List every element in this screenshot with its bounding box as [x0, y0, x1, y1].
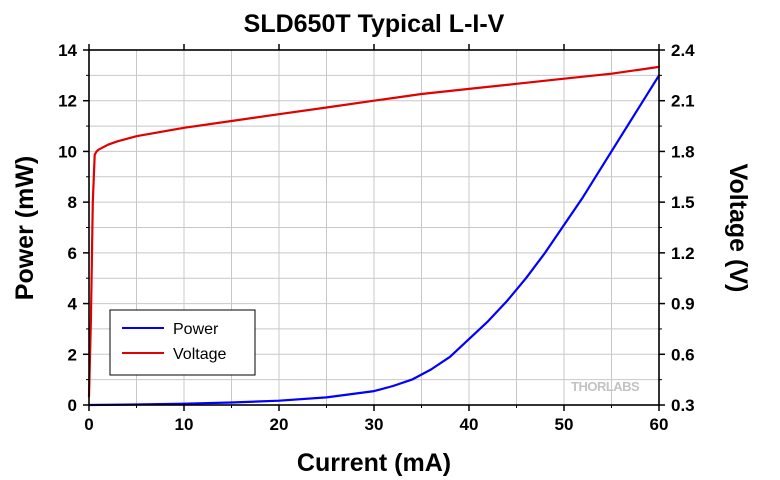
right-tick-label: 2.1	[671, 92, 695, 111]
left-axis-title: Power (mW)	[11, 156, 39, 300]
right-tick-label: 1.5	[671, 193, 695, 212]
x-tick-label: 0	[84, 415, 93, 434]
gridlines	[89, 50, 659, 405]
left-tick-label: 6	[68, 244, 77, 263]
right-tick-label: 2.4	[671, 41, 695, 60]
legend-power-label: Power	[173, 321, 219, 338]
series-lines	[87, 65, 661, 407]
legend: Power Voltage	[109, 309, 256, 376]
left-tick-label: 8	[68, 193, 77, 212]
right-tick-label: 0.3	[671, 396, 695, 415]
left-tick-label: 2	[68, 345, 77, 364]
x-tick-label: 60	[650, 415, 669, 434]
x-axis-title: Current (mA)	[297, 449, 451, 477]
series-line-voltage	[87, 65, 661, 398]
left-tick-label: 10	[58, 142, 77, 161]
thorlabs-watermark: THORLABS	[571, 379, 640, 394]
legend-box	[109, 309, 256, 376]
x-tick-label: 50	[555, 415, 574, 434]
x-tick-label: 40	[460, 415, 479, 434]
left-tick-label: 12	[58, 92, 77, 111]
right-tick-label: 1.2	[671, 244, 695, 263]
chart-title: SLD650T Typical L-I-V	[244, 10, 505, 38]
right-tick-label: 1.8	[671, 142, 695, 161]
left-tick-label: 14	[58, 41, 77, 60]
legend-voltage-label: Voltage	[173, 346, 226, 363]
left-tick-label: 0	[68, 396, 77, 415]
series-line-power	[87, 74, 661, 407]
x-tick-label: 10	[175, 415, 194, 434]
axis-ticks: 0 10 20 30 40 50 60 0 2 4 6 8 10 12 14 0.3 0.6 0.9 1.2 1.5 1…	[58, 41, 695, 434]
right-tick-label: 0.6	[671, 345, 695, 364]
x-tick-label: 20	[270, 415, 289, 434]
right-tick-label: 0.9	[671, 295, 695, 314]
x-tick-label: 30	[365, 415, 384, 434]
left-tick-label: 4	[68, 295, 78, 314]
right-axis-title: Voltage (V)	[724, 164, 752, 293]
